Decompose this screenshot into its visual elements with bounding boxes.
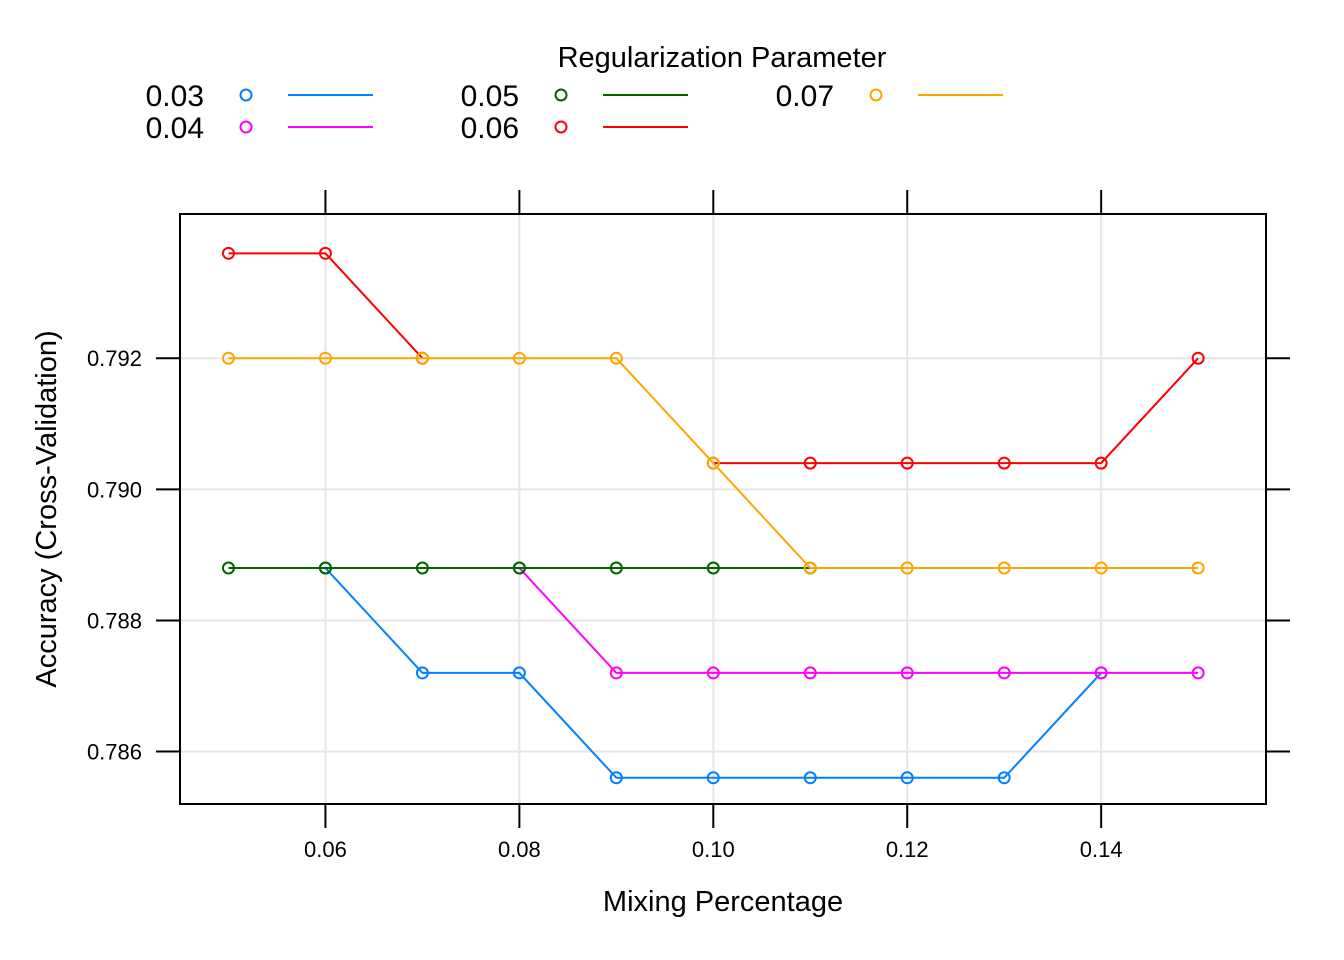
legend-label: 0.04 [146,112,204,145]
series-0.07 [221,351,1205,575]
x-tick-label: 0.10 [692,837,735,862]
data-point [415,666,429,680]
x-tick-label: 0.14 [1080,837,1123,862]
data-point [706,561,720,575]
legend-title: Regularization Parameter [558,42,887,74]
x-tick-label: 0.12 [886,837,929,862]
data-point [803,666,817,680]
y-axis-label: Accuracy (Cross-Validation) [31,330,63,687]
data-point [803,771,817,785]
data-point [221,351,235,365]
data-point [997,561,1011,575]
series-layer [221,246,1205,785]
data-point [318,561,332,575]
data-point [318,246,332,260]
data-point [415,561,429,575]
legend-item-0.05: 0.05 [461,80,688,113]
series-line [228,252,424,359]
legend-marker [869,88,883,102]
series-line [713,357,1199,465]
data-point [900,771,914,785]
legend: 0.030.04 0.050.06 0.07 [146,80,1003,145]
data-point [1191,666,1205,680]
data-point [706,771,720,785]
data-point [706,456,720,470]
series-0.05 [221,561,817,575]
legend-item-0.03: 0.03 [146,80,373,113]
legend-label: 0.05 [461,80,519,113]
grid [180,214,1266,804]
data-point [803,456,817,470]
legend-label: 0.07 [776,80,834,113]
legend-marker [554,120,568,134]
data-point [997,666,1011,680]
data-point [997,456,1011,470]
data-point [609,771,623,785]
x-tick-label: 0.06 [304,837,347,862]
series-line [324,567,1102,779]
data-point [609,666,623,680]
data-point [803,561,817,575]
y-tick-label: 0.786 [87,740,142,765]
data-point [900,666,914,680]
legend-marker [239,120,253,134]
series-line [518,567,1199,674]
plot-frame [179,213,1267,805]
data-point [900,456,914,470]
data-point [1191,561,1205,575]
data-point [1094,561,1108,575]
data-point [609,561,623,575]
data-point [609,351,623,365]
data-point [900,561,914,575]
y-tick-label: 0.790 [87,477,142,502]
data-point [512,351,526,365]
data-point [415,351,429,365]
data-point [1191,351,1205,365]
data-point [221,246,235,260]
data-point [318,351,332,365]
legend-item-0.07: 0.07 [776,80,1003,113]
legend-marker [239,88,253,102]
legend-label: 0.03 [146,80,204,113]
legend-label: 0.06 [461,112,519,145]
data-point [1094,456,1108,470]
data-point [512,561,526,575]
axes: 0.06 0.08 0.10 0.12 0.14 0.786 0.788 0.790 0.792 [87,190,1290,862]
series-line [228,357,1199,569]
data-point [1094,666,1108,680]
data-point [706,666,720,680]
legend-marker [554,88,568,102]
legend-item-0.06: 0.06 [461,112,688,145]
data-point [221,561,235,575]
data-point [512,666,526,680]
y-tick-label: 0.792 [87,346,142,371]
data-point [997,771,1011,785]
y-tick-label: 0.788 [87,608,142,633]
x-tick-label: 0.08 [498,837,541,862]
legend-item-0.04: 0.04 [146,112,373,145]
x-axis-label: Mixing Percentage [603,886,843,918]
